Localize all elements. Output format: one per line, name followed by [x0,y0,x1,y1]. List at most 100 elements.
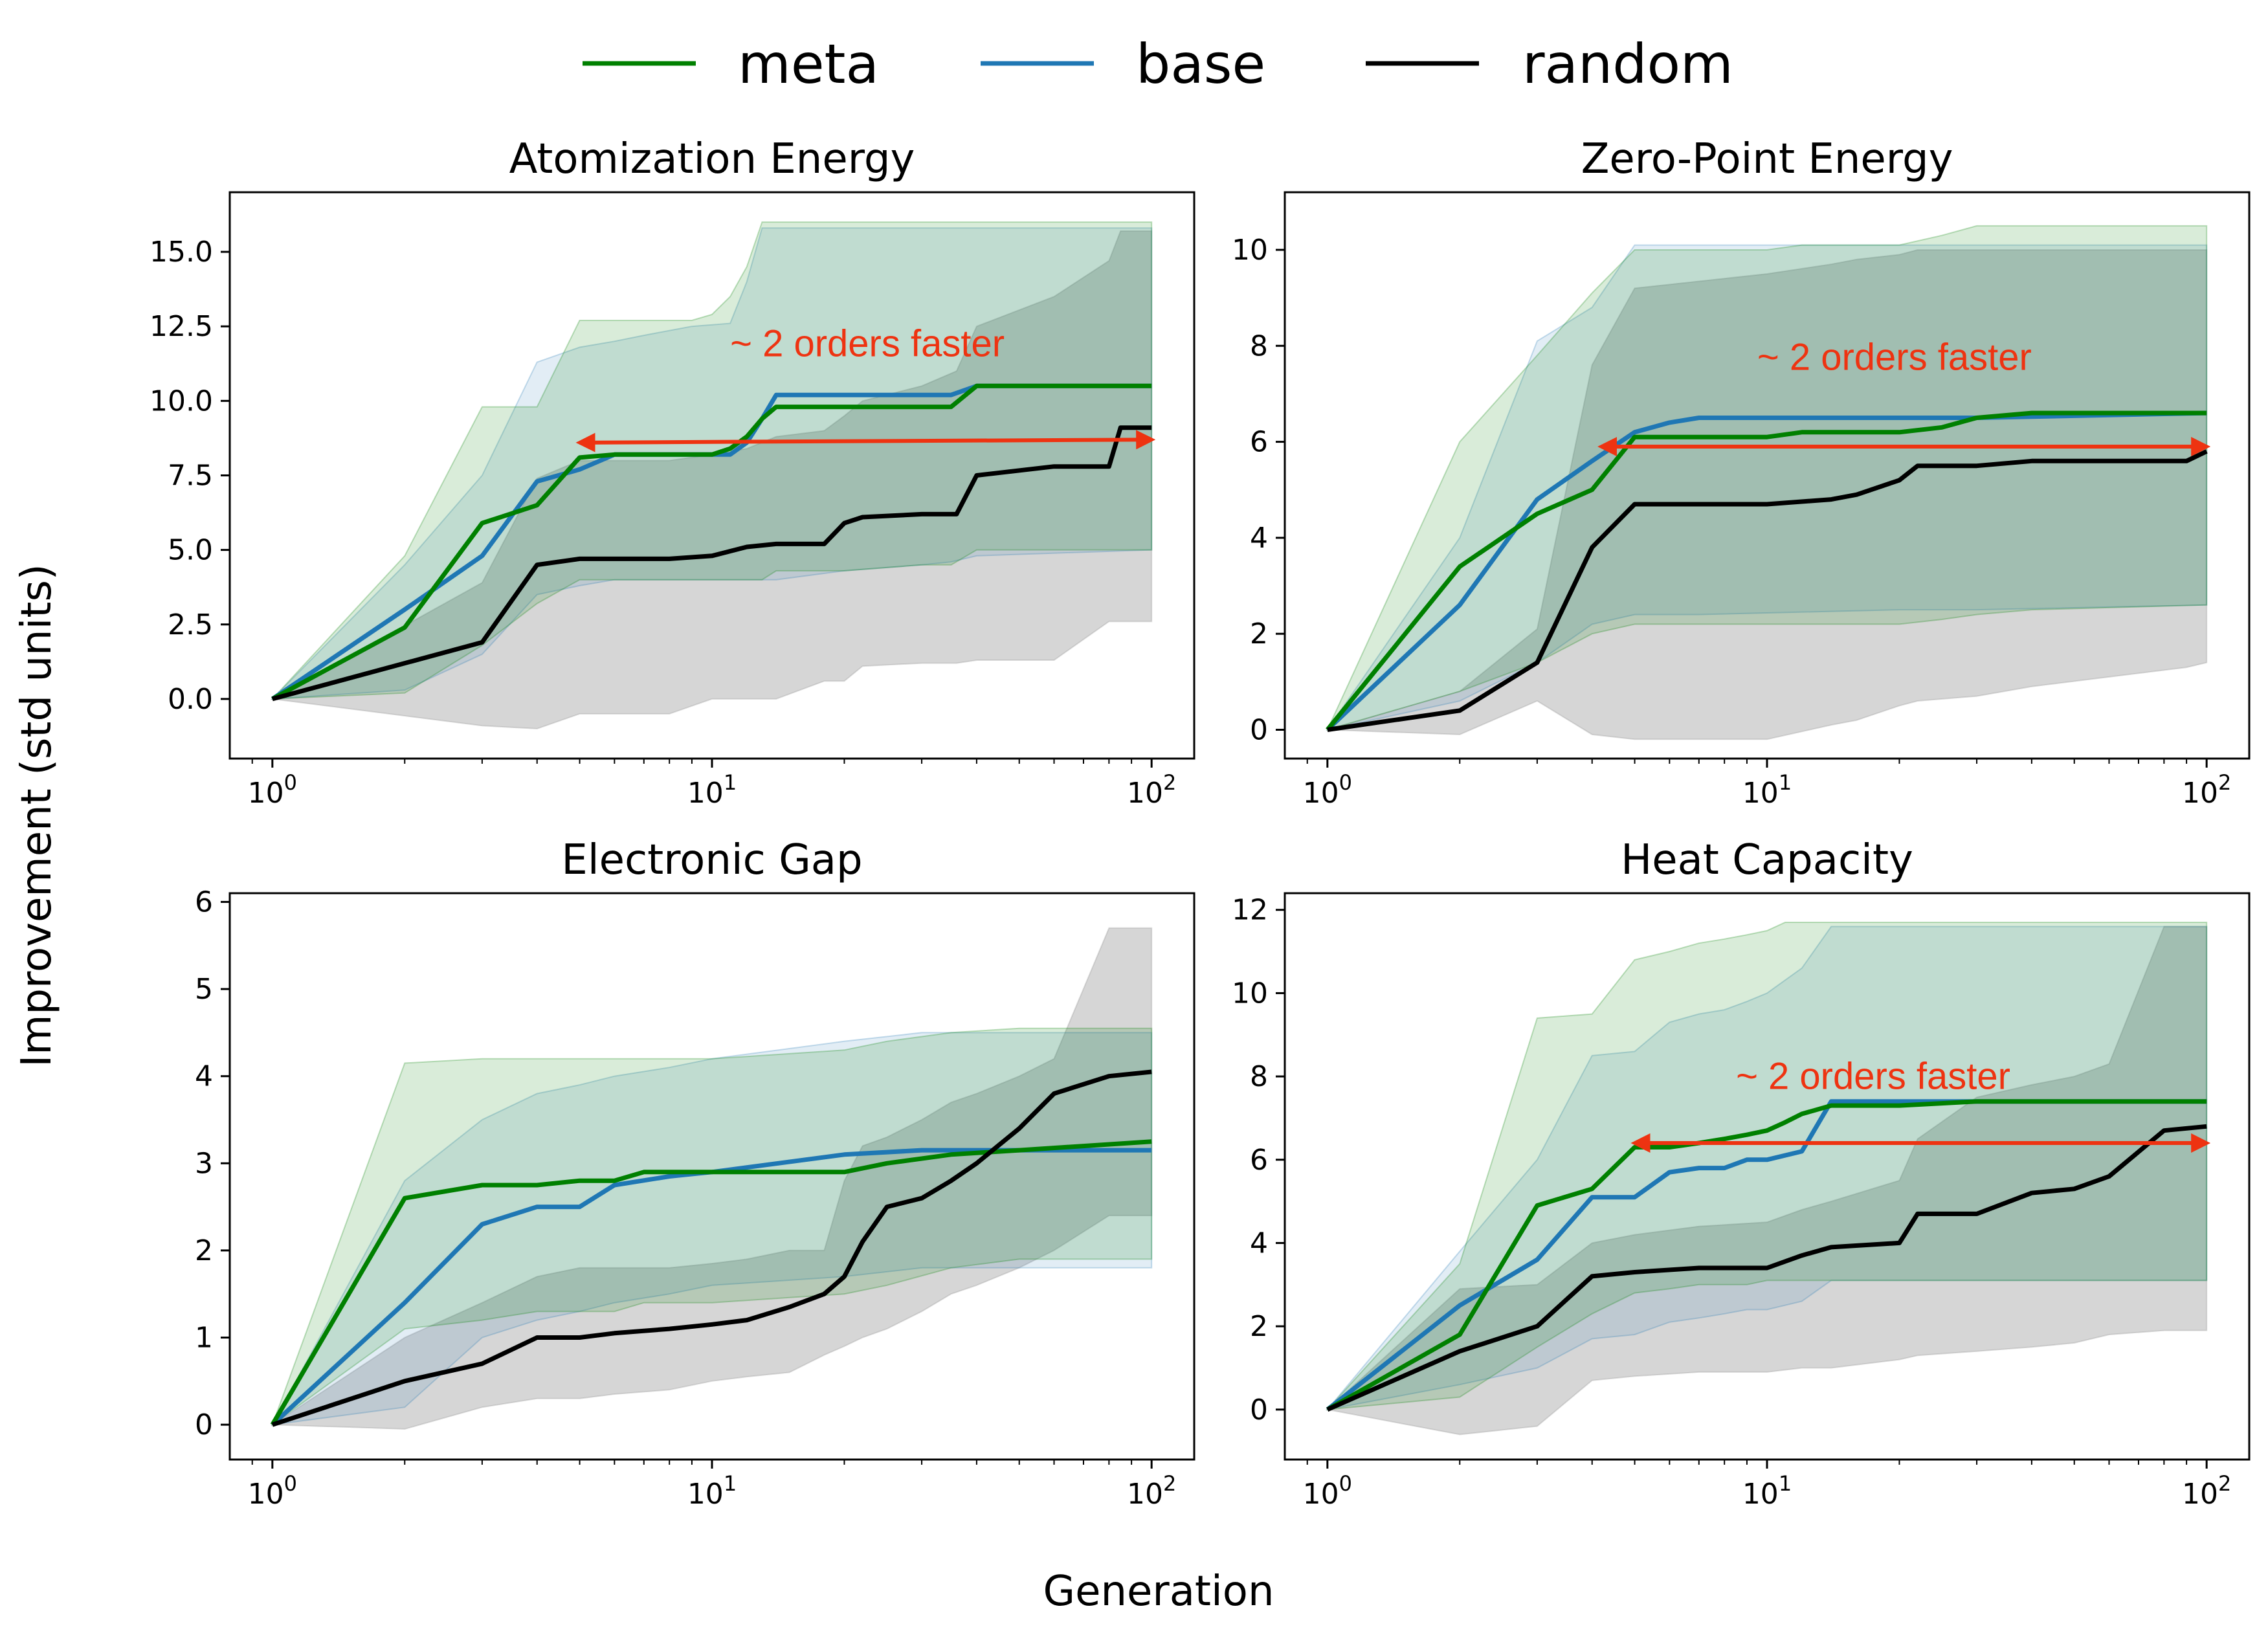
legend-label-meta: meta [738,32,879,96]
y-tick-label: 4 [195,1060,213,1093]
plot-area [270,221,1153,729]
x-tick-base: 10 [1303,777,1339,810]
subplot-title: Zero-Point Energy [1581,135,1953,183]
plot-area [270,927,1153,1430]
x-tick-label: 101 [1742,770,1792,810]
line-random [271,1069,1152,1427]
x-tick-exponent: 1 [724,770,737,795]
band-random [270,927,1153,1430]
x-tick-label: 102 [2182,770,2231,810]
subplots: ~ 2 orders faster 0.0 2.5 5.0 7.5 10.0 12.5 15.… [150,135,2251,1511]
x-tick-exponent: 0 [284,770,297,795]
line-base [271,383,1152,701]
y-tick-label: 0.0 [168,683,213,716]
legend: meta base random [583,32,1733,96]
x-tick-base: 10 [2182,1478,2218,1511]
line-meta [270,1139,1152,1426]
y-tick-label: 2 [1250,617,1268,650]
x-tick-base: 10 [687,777,724,810]
line-random [1327,449,2208,732]
plot-area [1326,922,2208,1436]
x-tick-base: 10 [687,1478,724,1511]
x-axis-label: Generation [1043,1568,1274,1616]
y-tick-label: 0 [195,1408,213,1441]
x-tick-exponent: 1 [1779,770,1792,795]
band-meta [1326,225,2208,731]
x-tick-exponent: 0 [1339,770,1352,795]
plot-area [1326,225,2208,740]
x-tick-base: 10 [1742,777,1779,810]
x-tick-exponent: 2 [1163,1471,1176,1496]
speedup-annotation: ~ 2 orders faster [1736,1055,2010,1097]
x-tick-exponent: 2 [1163,770,1176,795]
speedup-annotation: ~ 2 orders faster [730,322,1005,364]
y-tick-label: 1 [195,1322,213,1355]
y-tick-label: 2 [195,1234,213,1267]
speedup-arrow [575,430,1156,452]
x-tick-label: 102 [1127,770,1176,810]
legend-label-random: random [1522,32,1733,96]
x-tick-label: 100 [248,770,297,810]
band-base [271,227,1153,700]
x-tick-base: 10 [2182,777,2218,810]
x-tick-exponent: 2 [2218,1471,2231,1496]
subplot-1: ~ 2 orders faster 0.0 2.5 5.0 7.5 10.0 12.5 15.… [150,135,1195,810]
x-tick-exponent: 1 [724,1471,737,1496]
line-base [1326,1099,2207,1412]
x-tick-label: 100 [248,1471,297,1511]
y-tick-label: 10.0 [150,384,213,417]
x-tick-base: 10 [1303,1478,1339,1511]
y-tick-label: 5.0 [168,534,213,567]
line-random [271,425,1152,702]
line-base [271,1148,1152,1427]
y-tick-label: 12 [1232,894,1268,927]
x-tick-exponent: 2 [2218,770,2231,795]
y-axis-label: Improvement (std units) [13,564,61,1067]
band-base [1326,244,2208,731]
y-tick-label: 2 [1250,1310,1268,1343]
x-tick-base: 10 [248,1478,284,1511]
x-tick-base: 10 [1742,1478,1779,1511]
y-tick-label: 6 [195,885,213,918]
x-tick-label: 101 [687,770,737,810]
subplot-title: Electronic Gap [561,836,862,884]
y-tick-label: 12.5 [150,310,213,343]
legend-label-base: base [1136,32,1265,96]
line-base [1326,410,2207,732]
y-tick-label: 8 [1250,1060,1268,1093]
speedup-annotation: ~ 2 orders faster [1757,336,2032,378]
x-tick-exponent: 1 [1779,1471,1792,1496]
y-tick-label: 4 [1250,1227,1268,1260]
x-tick-base: 10 [1127,1478,1163,1511]
y-tick-label: 5 [195,973,213,1006]
y-tick-label: 3 [195,1147,213,1180]
y-tick-label: 0 [1250,1394,1268,1427]
y-tick-label: 0 [1250,714,1268,747]
line-random [1326,1124,2207,1412]
x-tick-label: 101 [1742,1471,1792,1511]
x-tick-label: 100 [1303,1471,1352,1511]
y-tick-label: 8 [1250,329,1268,362]
y-tick-label: 15.0 [150,236,213,269]
x-tick-base: 10 [1127,777,1163,810]
x-tick-exponent: 0 [1339,1471,1352,1496]
x-tick-exponent: 0 [284,1471,297,1496]
y-tick-label: 10 [1232,234,1268,267]
y-tick-label: 6 [1250,426,1268,459]
x-tick-label: 100 [1303,770,1352,810]
y-tick-label: 2.5 [168,608,213,641]
y-tick-label: 4 [1250,522,1268,555]
x-tick-label: 102 [2182,1471,2231,1511]
y-tick-label: 7.5 [168,460,213,493]
x-tick-label: 102 [1127,1471,1176,1511]
subplot-title: Heat Capacity [1621,836,1913,884]
y-tick-label: 6 [1250,1144,1268,1177]
subplot-title: Atomization Energy [509,135,915,183]
x-tick-label: 101 [687,1471,737,1511]
x-tick-base: 10 [248,777,284,810]
y-tick-label: 10 [1232,977,1268,1010]
